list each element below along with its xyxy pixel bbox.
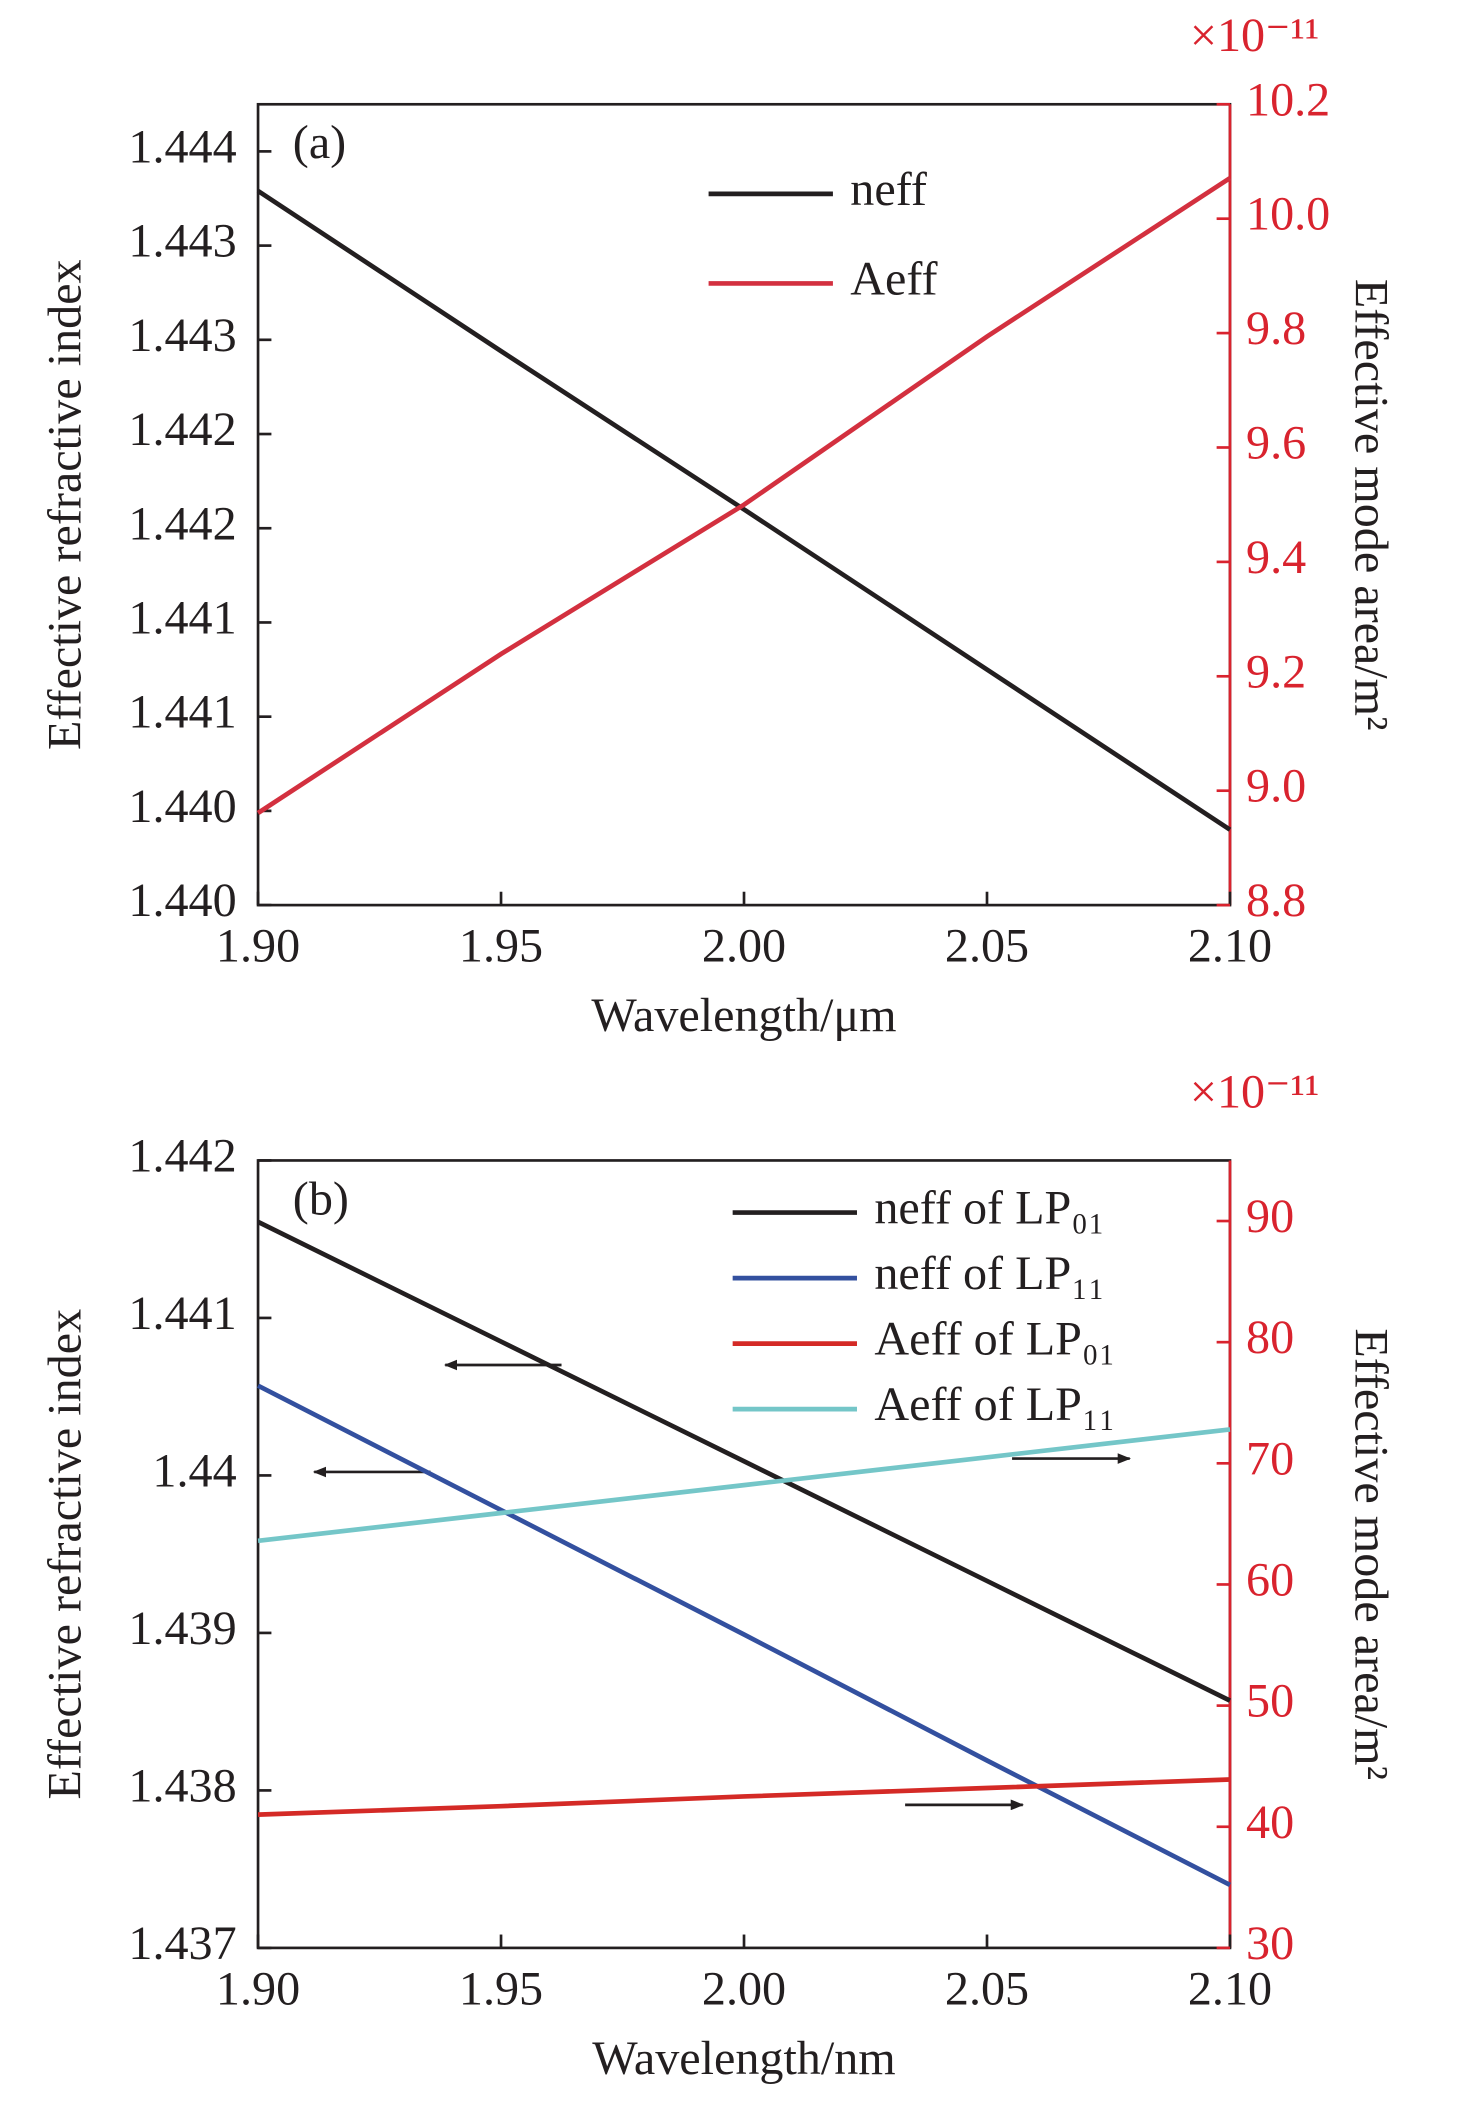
y2-tick-label: 10.0 (1246, 188, 1330, 241)
y2-tick-label: 90 (1246, 1190, 1294, 1243)
series-line (257, 1777, 1231, 1817)
x-tick-label: 2.00 (702, 920, 786, 973)
x-tick-label: 2.05 (945, 920, 1029, 973)
series-line (257, 1219, 1232, 1703)
y-tick-label: 1.439 (128, 1602, 236, 1655)
arrows (312, 1359, 1132, 1811)
y2-tick-label: 9.4 (1246, 531, 1306, 584)
y-tick-label: 1.444 (128, 120, 236, 173)
y2-tick-label: 10.2 (1246, 73, 1330, 126)
x-tick-label: 2.00 (702, 1962, 786, 2015)
legend-label: neff (850, 163, 928, 216)
y2-tick-label: 60 (1246, 1554, 1294, 1607)
y2-axis-label: Effective mode area/m² (1344, 279, 1397, 731)
y-tick-label: 1.442 (128, 403, 236, 456)
y-tick-label: 1.443 (128, 215, 236, 268)
y2-tick-label: 8.8 (1246, 874, 1306, 927)
legend-label: neff of LP₁₁ (874, 1247, 1104, 1300)
y2-tick-label: 70 (1246, 1432, 1294, 1485)
y2-tick-label: 9.0 (1246, 760, 1306, 813)
y2-tick-label: 30 (1246, 1917, 1294, 1970)
y2-exponent: ×10⁻¹¹ (1190, 9, 1319, 62)
series-line (256, 176, 1232, 815)
legend-label: Aeff (850, 252, 938, 305)
series-line (257, 1427, 1231, 1544)
y-tick-label: 1.437 (128, 1917, 236, 1970)
y-tick-label: 1.440 (128, 874, 236, 927)
y2-axis-label: Effective mode area/m² (1344, 1328, 1397, 1780)
y-tick-label: 1.442 (128, 1130, 236, 1183)
y2-tick-label: 50 (1246, 1675, 1294, 1728)
y-tick-label: 1.441 (128, 592, 236, 645)
x-tick-label: 1.95 (459, 920, 543, 973)
y-tick-label: 1.442 (128, 497, 236, 550)
y2-tick-label: 40 (1246, 1796, 1294, 1849)
panel-label: (b) (293, 1172, 349, 1225)
y2-exponent: ×10⁻¹¹ (1190, 1065, 1319, 1118)
y-tick-label: 1.441 (128, 1287, 236, 1340)
y-axis-label: Effective refractive index (39, 259, 92, 750)
series-line (256, 189, 1232, 832)
x-tick-label: 2.10 (1188, 920, 1272, 973)
y-tick-label: 1.438 (128, 1759, 236, 1812)
y2-tick-label: 9.8 (1246, 302, 1306, 355)
legend-label: neff of LP₀₁ (874, 1182, 1104, 1235)
x-axis-label: Wavelength/μm (591, 989, 896, 1042)
x-tick-label: 1.95 (459, 1962, 543, 2015)
y2-tick-label: 9.6 (1246, 417, 1306, 470)
x-tick-label: 1.90 (216, 1962, 300, 2015)
legend-label: Aeff of LP₀₁ (874, 1313, 1115, 1366)
y-axis-label: Effective refractive index (39, 1309, 92, 1800)
y2-tick-label: 9.2 (1246, 645, 1306, 698)
panel-label: (a) (293, 116, 346, 169)
y-tick-label: 1.440 (128, 780, 236, 833)
x-axis-label: Wavelength/nm (592, 2032, 895, 2085)
series-line (256, 1383, 1232, 1887)
x-tick-label: 2.05 (945, 1962, 1029, 2015)
legend-label: Aeff of LP₁₁ (874, 1378, 1115, 1431)
x-tick-label: 1.90 (216, 920, 300, 973)
x-tick-label: 2.10 (1188, 1962, 1272, 2015)
y-tick-label: 1.44 (152, 1444, 236, 1497)
y-tick-label: 1.441 (128, 686, 236, 739)
y2-tick-label: 80 (1246, 1311, 1294, 1364)
y-tick-label: 1.443 (128, 309, 236, 362)
